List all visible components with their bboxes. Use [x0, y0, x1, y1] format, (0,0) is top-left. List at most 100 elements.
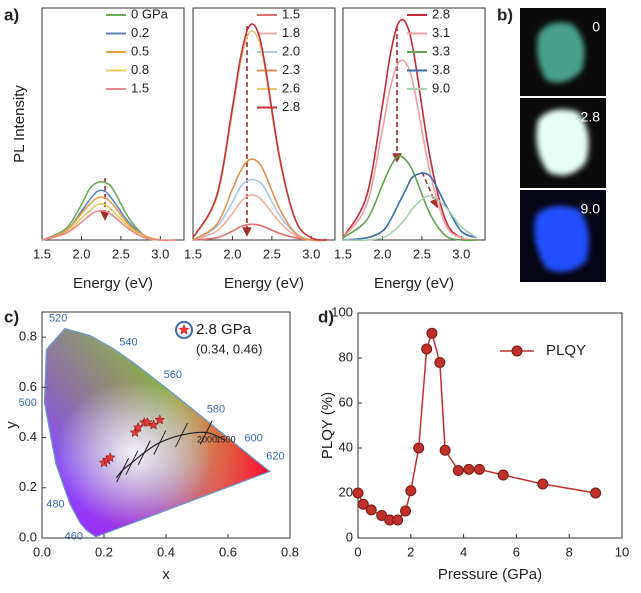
x-tick-label: 2.5	[413, 246, 431, 261]
iso-line	[137, 440, 151, 465]
panel-label: b)	[497, 5, 513, 24]
marker	[434, 357, 446, 368]
x-tick-label: 0.4	[157, 544, 175, 559]
x-tick-label: 4	[460, 544, 467, 559]
line	[41, 196, 177, 242]
legend-marker	[511, 345, 523, 357]
marker	[392, 514, 404, 526]
marker	[357, 498, 369, 510]
marker	[400, 505, 412, 517]
wavelength-label: 560	[164, 369, 182, 381]
crystal	[537, 22, 585, 83]
marker	[452, 465, 464, 476]
x-tick-label: 6	[513, 544, 520, 559]
panel-label: d)	[318, 307, 334, 326]
y-tick-label: 40	[339, 439, 353, 454]
y-tick-label: 0.8	[19, 329, 37, 344]
panel-label: a)	[4, 5, 19, 24]
plot-frame	[192, 7, 336, 241]
x-tick-label: 2	[407, 544, 414, 559]
x-tick-label: 0.0	[33, 544, 51, 559]
x-axis-label: x	[162, 566, 170, 583]
iso-line	[175, 422, 188, 448]
legend-icon	[175, 321, 193, 339]
marker	[365, 504, 377, 516]
legend-label: 2.0	[282, 43, 300, 58]
x-axis-label: Energy (eV)	[224, 275, 304, 292]
cct-label: 2000	[197, 434, 217, 444]
x-tick-label: 0	[354, 544, 361, 559]
legend-label: 3.8	[432, 62, 450, 77]
chart: 1.5 2.0 2.5 3.0 Energy (eV) 2.8 3.1 3.3 3.8 9.0	[334, 6, 486, 292]
y-tick-label: 20	[339, 484, 353, 499]
legend-label: 0 GPa	[131, 6, 169, 21]
legend-label: 2.6	[282, 80, 300, 95]
crystal	[536, 109, 589, 176]
legend-icon	[178, 324, 190, 335]
annotation: 2.8 GPa	[196, 321, 252, 338]
legend-label: 3.3	[432, 43, 450, 58]
legend-label: 0.2	[131, 25, 149, 40]
y-tick-label: 0.6	[19, 379, 37, 394]
y-tick-label: 0.0	[19, 529, 37, 544]
line	[192, 23, 328, 241]
iso-line	[153, 430, 167, 455]
chart: 1.5 2.0 2.5 3.0 Energy (eV) PL Intensity 0 GPa…	[11, 6, 185, 292]
line	[192, 194, 328, 242]
legend-label: 2.8	[432, 6, 450, 21]
iso-line	[125, 450, 139, 475]
legend-label: 9.0	[432, 80, 450, 95]
x-tick-label: 0.8	[281, 544, 299, 559]
line	[342, 195, 478, 241]
marker	[413, 442, 425, 454]
y-tick-label: 100	[331, 304, 353, 319]
legend-label: 2.3	[282, 62, 300, 77]
line	[192, 158, 328, 242]
marker	[352, 487, 364, 499]
marker	[497, 469, 509, 481]
plot-frame	[357, 312, 623, 539]
line	[41, 209, 177, 241]
wavelength-label: 500	[18, 397, 36, 409]
marker	[426, 327, 438, 339]
iso-line	[116, 457, 130, 483]
point	[104, 451, 116, 463]
x-tick-label: 10	[615, 544, 629, 559]
cie-gamut	[44, 328, 270, 537]
y-axis-label: PLQY (%)	[319, 392, 336, 459]
line	[192, 178, 328, 242]
legend-label: 0.8	[131, 62, 149, 77]
iso-line	[199, 420, 213, 445]
x-tick-label: 1.5	[33, 246, 51, 261]
marker	[421, 343, 433, 355]
x-axis-label: Energy (eV)	[374, 275, 454, 292]
marker	[405, 485, 417, 497]
x-tick-label: 2.0	[223, 246, 241, 261]
photo-label: 0	[592, 19, 600, 35]
legend-label: PLQY	[546, 342, 586, 359]
y-tick-label: 0	[346, 529, 353, 544]
line	[342, 18, 478, 241]
x-tick-label: 0.6	[219, 544, 237, 559]
y-tick-label: 60	[339, 394, 353, 409]
chart: 1.5 2.0 2.5 3.0 Energy (eV) 1.5 1.8 2.0 2.3 2.6 2.…	[184, 6, 336, 292]
plot-frame	[41, 7, 185, 241]
wavelength-label: 480	[46, 499, 64, 511]
y-tick-label: 0.4	[19, 429, 37, 444]
x-tick-label: 2.5	[263, 246, 281, 261]
legend-label: 3.1	[432, 25, 450, 40]
y-tick-label: 80	[339, 349, 353, 364]
marker	[473, 463, 485, 475]
point	[129, 426, 141, 438]
x-tick-label: 3.0	[302, 246, 320, 261]
y-tick-label: 0.2	[19, 479, 37, 494]
marker	[537, 478, 549, 490]
wavelength-label: 600	[244, 432, 262, 444]
x-axis-label: Energy (eV)	[73, 275, 153, 292]
marker	[439, 444, 451, 456]
legend-label: 1.5	[131, 80, 149, 95]
wavelength-label: 460	[65, 530, 83, 542]
cct-label: 1500	[216, 434, 236, 444]
